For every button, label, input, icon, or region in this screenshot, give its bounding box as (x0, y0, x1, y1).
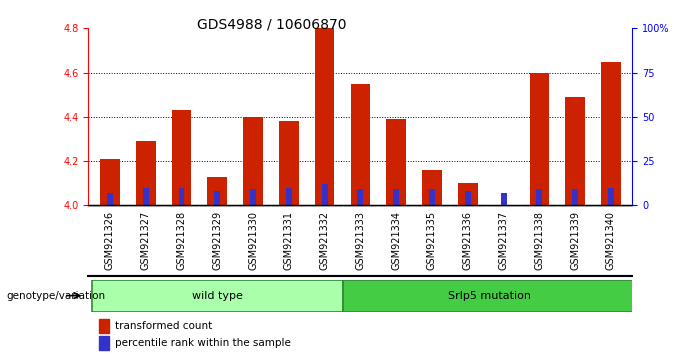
Bar (608, 188, 614, 205)
Bar (322, 184, 328, 205)
Bar (343, 280, 636, 312)
Bar (99, 319, 109, 333)
Bar (171, 110, 191, 205)
Bar (214, 191, 220, 205)
Bar (243, 117, 263, 205)
Text: GSM921331: GSM921331 (284, 211, 294, 270)
Text: genotype/variation: genotype/variation (7, 291, 106, 301)
Bar (601, 62, 621, 205)
Bar (458, 183, 477, 205)
Text: GSM921336: GSM921336 (463, 211, 473, 270)
Text: GSM921329: GSM921329 (212, 211, 222, 270)
Bar (286, 188, 292, 205)
Text: GSM921339: GSM921339 (570, 211, 580, 270)
Text: wild type: wild type (192, 291, 243, 301)
Bar (429, 189, 435, 205)
Bar (393, 189, 399, 205)
Bar (92, 280, 343, 312)
Text: GSM921330: GSM921330 (248, 211, 258, 270)
Bar (465, 191, 471, 205)
Bar (565, 97, 585, 205)
Bar (136, 141, 156, 205)
Bar (358, 189, 363, 205)
Text: GSM921338: GSM921338 (534, 211, 545, 270)
Bar (422, 170, 442, 205)
Text: GSM921333: GSM921333 (356, 211, 365, 270)
Bar (250, 189, 256, 205)
Text: GSM921337: GSM921337 (498, 211, 509, 270)
Text: percentile rank within the sample: percentile rank within the sample (114, 338, 290, 348)
Text: GSM921340: GSM921340 (606, 211, 616, 270)
Text: GSM921328: GSM921328 (176, 211, 186, 270)
Text: GSM921335: GSM921335 (427, 211, 437, 270)
Bar (500, 193, 507, 205)
Bar (178, 188, 184, 205)
Bar (107, 193, 113, 205)
Bar (279, 121, 299, 205)
Bar (351, 84, 370, 205)
Text: transformed count: transformed count (114, 321, 211, 331)
Text: GDS4988 / 10606870: GDS4988 / 10606870 (197, 18, 347, 32)
Text: GSM921332: GSM921332 (320, 211, 330, 270)
Bar (530, 73, 549, 205)
Text: GSM921327: GSM921327 (141, 211, 151, 270)
Bar (100, 159, 120, 205)
Bar (315, 28, 335, 205)
Text: GSM921334: GSM921334 (391, 211, 401, 270)
Bar (143, 188, 149, 205)
Bar (572, 189, 578, 205)
Text: GSM921326: GSM921326 (105, 211, 115, 270)
Bar (537, 189, 543, 205)
Bar (207, 177, 227, 205)
Bar (99, 336, 109, 350)
Bar (386, 119, 406, 205)
Text: Srlp5 mutation: Srlp5 mutation (447, 291, 531, 301)
